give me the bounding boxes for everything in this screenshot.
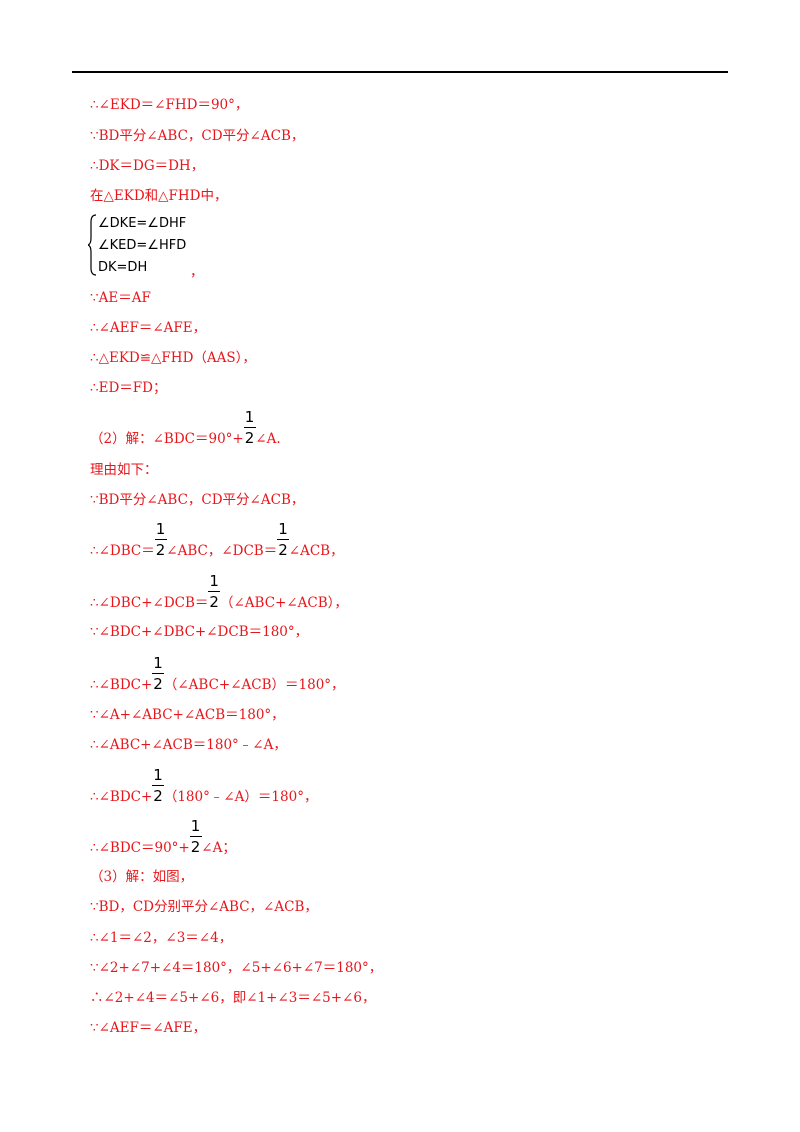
text: ∴∠AEF＝∠AFE， [90, 320, 207, 336]
denominator: 2 [278, 541, 288, 559]
text-line: 在△EKD和△FHD中， [90, 187, 228, 205]
text: 在△EKD和△FHD中， [90, 188, 228, 204]
denominator: 2 [244, 429, 255, 447]
text-line: ∵BD平分∠ABC，CD平分∠ACB， [90, 491, 304, 509]
text-line: ∴∠DBC+∠DCB＝ 1 2（∠ABC+∠ACB）， [90, 572, 348, 612]
text: ∴∠BDC+ [90, 677, 153, 693]
denominator: 2 [153, 787, 163, 805]
denominator: 2 [190, 838, 201, 856]
denominator: 2 [155, 541, 166, 559]
text: ∴△EKD≌△FHD（AAS）， [90, 350, 256, 366]
fraction-bar [152, 673, 165, 674]
text: ∴∠1＝∠2，∠3＝∠4， [90, 930, 233, 946]
numerator: 1 [153, 766, 163, 784]
text-line: ∴DK＝DG＝DH， [90, 157, 204, 175]
numerator: 1 [209, 572, 219, 590]
text: ∴∠EKD＝∠FHD＝90°， [90, 97, 249, 113]
text: ∴∠DBC＝ [90, 543, 155, 559]
text-line: ∵∠AEF＝∠AFE， [90, 1019, 206, 1037]
text: ∵∠A+∠ABC+∠ACB＝180°， [90, 707, 285, 723]
text: （∠ABC+∠ACB）＝180°， [163, 677, 345, 693]
fraction-bar [208, 591, 221, 592]
fraction-bar [277, 539, 290, 540]
text: ∵AE＝AF [90, 290, 151, 306]
text: ∵BD，CD分别平分∠ABC，∠ACB， [90, 899, 318, 915]
text: ∵∠2+∠7+∠4＝180°，∠5+∠6+∠7＝180°， [90, 960, 383, 976]
text-line: ∴∠2+∠4＝∠5+∠6，即∠1+∠3＝∠5+∠6， [90, 989, 375, 1007]
numerator: 1 [153, 654, 163, 672]
numerator: 1 [244, 408, 255, 426]
denominator: 2 [209, 593, 219, 611]
text-line: ∴∠BDC＝90°+ 1 2∠A； [90, 817, 236, 857]
text: ∵∠BDC+∠DBC+∠DCB＝180°， [90, 624, 309, 640]
fraction-bar [189, 836, 202, 837]
text-line: ∴∠1＝∠2，∠3＝∠4， [90, 929, 232, 947]
punctuation: ， [190, 264, 204, 280]
text-line: ∴∠BDC+ 1 2（∠ABC+∠ACB）＝180°， [90, 654, 345, 694]
text: （∠ABC+∠ACB）， [219, 595, 348, 611]
text-line: ∴ED＝FD； [90, 379, 166, 397]
equation: DK=DH [98, 260, 148, 275]
text: ∵BD平分∠ABC，CD平分∠ACB， [90, 128, 305, 144]
text: ∠A. [255, 431, 281, 447]
text-line: ∴∠BDC+ 1 2（180°﹣∠A）＝180°， [90, 766, 318, 806]
fraction-bar [152, 785, 165, 786]
header-rule [72, 71, 728, 73]
text-line: ∴∠EKD＝∠FHD＝90°， [90, 96, 248, 114]
text-line: ∴∠ABC+∠ACB＝180°﹣∠A， [90, 736, 287, 754]
text-line: ∵BD，CD分别平分∠ABC，∠ACB， [90, 898, 318, 916]
text-line: （3）解：如图， [90, 868, 193, 886]
numerator: 1 [155, 520, 166, 538]
text: ∴DK＝DG＝DH， [90, 158, 205, 174]
text-line: ∵∠A+∠ABC+∠ACB＝180°， [90, 706, 285, 724]
brace [88, 214, 97, 276]
text: （180°﹣∠A）＝180°， [163, 789, 318, 805]
text: ∵BD平分∠ABC，CD平分∠ACB， [90, 492, 305, 508]
fraction-bar [154, 539, 167, 540]
text-line: ∴∠DBC＝ 1 2∠ABC，∠DCB＝ 1 2∠ACB， [90, 520, 344, 560]
text-line: ∴∠AEF＝∠AFE， [90, 319, 206, 337]
text-line: 理由如下： [90, 461, 158, 479]
text: ∴ED＝FD； [90, 380, 167, 396]
numerator: 1 [278, 520, 288, 538]
equation: ∠DKE=∠DHF [98, 216, 187, 231]
text: ∴∠ABC+∠ACB＝180°﹣∠A， [90, 737, 287, 753]
denominator: 2 [153, 675, 163, 693]
numerator: 1 [190, 817, 201, 835]
text-line: （2）解：∠BDC＝90°+ 1 2∠A. [90, 408, 281, 448]
text: ∵∠AEF＝∠AFE， [90, 1020, 207, 1036]
text-line: ∵BD平分∠ABC，CD平分∠ACB， [90, 127, 304, 145]
fraction-bar [243, 427, 256, 428]
text-line: ∵AE＝AF [90, 289, 151, 307]
text: ∴∠2+∠4＝∠5+∠6，即∠1+∠3＝∠5+∠6， [90, 990, 376, 1006]
text: ∠A； [201, 840, 236, 856]
text-line: ∵∠BDC+∠DBC+∠DCB＝180°， [90, 623, 308, 641]
text: （2）解：∠BDC＝90°+ [90, 431, 244, 447]
equation: ∠KED=∠HFD [98, 238, 187, 253]
text: （3）解：如图， [90, 869, 194, 885]
text: ∠ABC，∠DCB＝ [166, 543, 278, 559]
text: ∴∠BDC+ [90, 789, 153, 805]
text: 理由如下： [90, 462, 158, 478]
text: ∠ACB， [288, 543, 344, 559]
text-line: ∴△EKD≌△FHD（AAS）， [90, 349, 256, 367]
text: ∴∠DBC+∠DCB＝ [90, 595, 209, 611]
text: ∴∠BDC＝90°+ [90, 840, 190, 856]
text-line: ∵∠2+∠7+∠4＝180°，∠5+∠6+∠7＝180°， [90, 959, 382, 977]
